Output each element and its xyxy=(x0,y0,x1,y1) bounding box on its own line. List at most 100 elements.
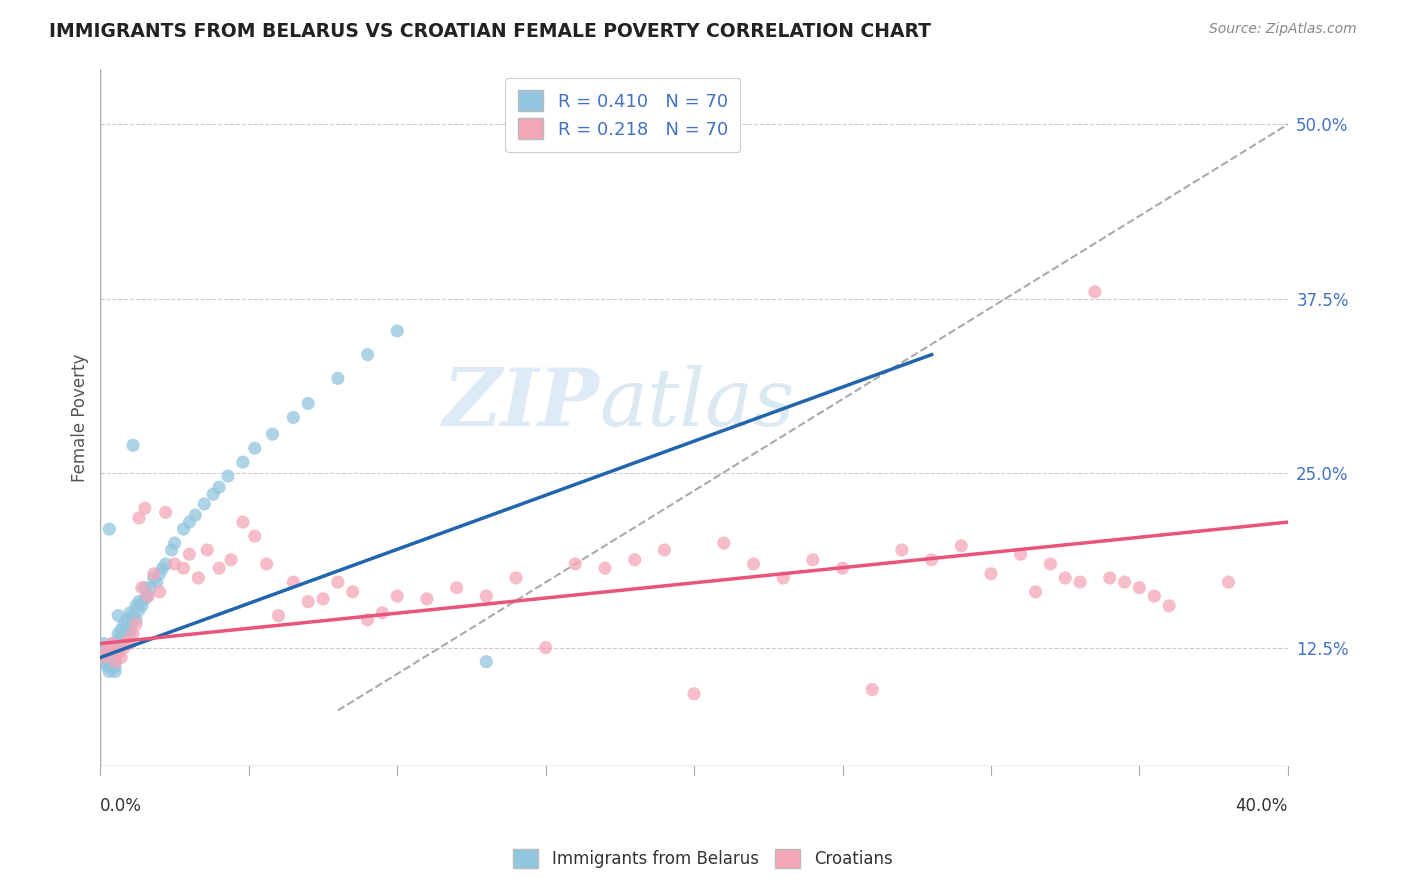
Point xyxy=(136,589,159,603)
Point xyxy=(416,591,439,606)
Point xyxy=(110,631,132,645)
Point xyxy=(131,581,153,595)
Point xyxy=(475,655,498,669)
Point xyxy=(772,571,794,585)
Point xyxy=(1010,547,1032,561)
Point xyxy=(1039,557,1062,571)
Point xyxy=(683,687,706,701)
Point xyxy=(98,665,121,679)
Point xyxy=(107,608,129,623)
Legend: Immigrants from Belarus, Croatians: Immigrants from Belarus, Croatians xyxy=(506,842,900,875)
Point xyxy=(107,626,129,640)
Point xyxy=(742,557,765,571)
Point xyxy=(107,633,129,648)
Point xyxy=(232,515,254,529)
Point xyxy=(505,571,527,585)
Text: ZIP: ZIP xyxy=(443,365,599,442)
Point xyxy=(112,633,135,648)
Point xyxy=(96,645,118,659)
Point xyxy=(104,655,127,669)
Point xyxy=(104,665,127,679)
Point xyxy=(101,636,124,650)
Point xyxy=(326,371,349,385)
Point xyxy=(219,553,242,567)
Point xyxy=(134,581,156,595)
Point xyxy=(446,581,468,595)
Point xyxy=(262,427,284,442)
Point xyxy=(801,553,824,567)
Point xyxy=(267,608,290,623)
Text: IMMIGRANTS FROM BELARUS VS CROATIAN FEMALE POVERTY CORRELATION CHART: IMMIGRANTS FROM BELARUS VS CROATIAN FEMA… xyxy=(49,22,931,41)
Point xyxy=(654,543,676,558)
Point xyxy=(243,441,266,455)
Point xyxy=(104,655,127,669)
Point xyxy=(155,557,177,571)
Point xyxy=(112,617,135,632)
Point xyxy=(1069,575,1091,590)
Point xyxy=(475,589,498,603)
Point xyxy=(980,566,1002,581)
Point xyxy=(163,557,186,571)
Point xyxy=(134,591,156,606)
Point xyxy=(1054,571,1077,585)
Point xyxy=(91,655,114,669)
Point xyxy=(91,648,114,662)
Point xyxy=(96,650,118,665)
Point xyxy=(122,608,145,623)
Point xyxy=(115,613,138,627)
Point xyxy=(1143,589,1166,603)
Point xyxy=(1128,581,1150,595)
Point xyxy=(98,655,121,669)
Legend: R = 0.410   N = 70, R = 0.218   N = 70: R = 0.410 N = 70, R = 0.218 N = 70 xyxy=(505,78,741,152)
Point xyxy=(217,469,239,483)
Point xyxy=(98,648,121,662)
Point xyxy=(98,522,121,536)
Point xyxy=(256,557,278,571)
Point xyxy=(326,575,349,590)
Point xyxy=(356,613,378,627)
Point xyxy=(921,553,943,567)
Point xyxy=(179,515,201,529)
Point xyxy=(232,455,254,469)
Point xyxy=(98,640,121,655)
Point xyxy=(155,505,177,519)
Point xyxy=(91,636,114,650)
Point xyxy=(101,662,124,676)
Point xyxy=(890,543,912,558)
Point xyxy=(96,658,118,673)
Point xyxy=(96,645,118,659)
Point xyxy=(208,561,231,575)
Point xyxy=(149,585,172,599)
Point xyxy=(342,585,364,599)
Point xyxy=(1024,585,1046,599)
Point xyxy=(564,557,586,571)
Point xyxy=(101,645,124,659)
Point xyxy=(131,599,153,613)
Point xyxy=(831,561,853,575)
Point xyxy=(125,613,148,627)
Point xyxy=(110,650,132,665)
Point xyxy=(1114,575,1136,590)
Point xyxy=(104,648,127,662)
Point xyxy=(142,571,165,585)
Point xyxy=(202,487,225,501)
Text: Source: ZipAtlas.com: Source: ZipAtlas.com xyxy=(1209,22,1357,37)
Point xyxy=(98,640,121,655)
Point xyxy=(950,539,973,553)
Point xyxy=(387,589,409,603)
Point xyxy=(118,606,141,620)
Point xyxy=(115,623,138,637)
Point xyxy=(104,640,127,655)
Point xyxy=(356,348,378,362)
Point xyxy=(118,636,141,650)
Point xyxy=(125,617,148,632)
Point xyxy=(110,623,132,637)
Text: 40.0%: 40.0% xyxy=(1236,797,1288,815)
Point xyxy=(112,640,135,655)
Point xyxy=(1218,575,1240,590)
Point xyxy=(134,501,156,516)
Y-axis label: Female Poverty: Female Poverty xyxy=(72,353,89,482)
Point xyxy=(193,497,215,511)
Point xyxy=(104,658,127,673)
Point xyxy=(371,606,394,620)
